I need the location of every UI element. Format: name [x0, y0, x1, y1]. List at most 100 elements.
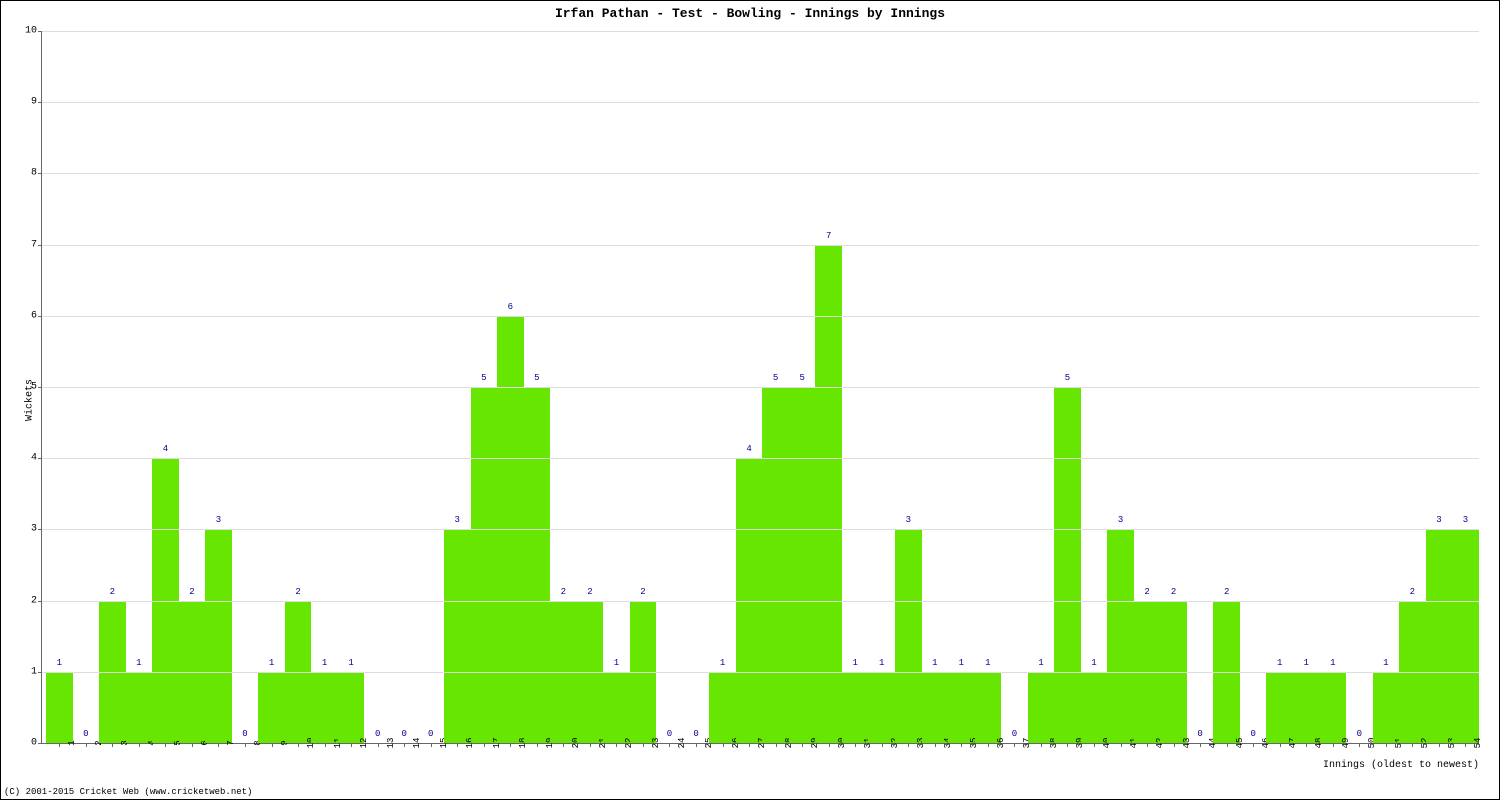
bar-value-label: 5 [524, 373, 551, 383]
bar-value-label: 2 [1160, 587, 1187, 597]
bar-value-label: 7 [815, 231, 842, 241]
bar: 3 [1426, 529, 1453, 743]
bar-value-label: 1 [975, 658, 1002, 668]
bar: 1 [975, 672, 1002, 743]
bar-value-label: 3 [1426, 515, 1453, 525]
xtick-label: 54 [1465, 738, 1483, 749]
bar: 1 [1373, 672, 1400, 743]
bar: 1 [1081, 672, 1108, 743]
bar-value-label: 5 [762, 373, 789, 383]
ytick-mark [38, 387, 42, 388]
ytick-mark [38, 743, 42, 744]
gridline [42, 672, 1479, 673]
bar-value-label: 1 [46, 658, 73, 668]
bar-value-label: 2 [1399, 587, 1426, 597]
bar: 5 [789, 387, 816, 743]
bar: 1 [842, 672, 869, 743]
bar-value-label: 5 [471, 373, 498, 383]
bar-value-label: 1 [338, 658, 365, 668]
bar: 5 [762, 387, 789, 743]
bar-value-label: 1 [948, 658, 975, 668]
plot-area: 1102231445263708192101111120130140153165… [41, 31, 1479, 744]
bar: 1 [1320, 672, 1347, 743]
bar: 1 [1266, 672, 1293, 743]
bar: 1 [46, 672, 73, 743]
bar-value-label: 3 [205, 515, 232, 525]
bar-value-label: 1 [868, 658, 895, 668]
bar-value-label: 1 [1266, 658, 1293, 668]
bar: 7 [815, 245, 842, 743]
bar-value-label: 0 [232, 729, 259, 739]
bar-value-label: 2 [1134, 587, 1161, 597]
bar: 3 [895, 529, 922, 743]
ytick-mark [38, 672, 42, 673]
bar-value-label: 2 [179, 587, 206, 597]
bar-value-label: 1 [1320, 658, 1347, 668]
bar-value-label: 5 [1054, 373, 1081, 383]
bar-value-label: 3 [1452, 515, 1479, 525]
x-axis-label: Innings (oldest to newest) [1323, 760, 1479, 771]
chart-title: Irfan Pathan - Test - Bowling - Innings … [1, 6, 1499, 21]
bar: 1 [311, 672, 338, 743]
bar: 1 [258, 672, 285, 743]
bar: 3 [1107, 529, 1134, 743]
bar-value-label: 2 [1213, 587, 1240, 597]
bar-value-label: 3 [444, 515, 471, 525]
gridline [42, 173, 1479, 174]
bar: 1 [709, 672, 736, 743]
gridline [42, 102, 1479, 103]
ytick-mark [38, 601, 42, 602]
bar: 1 [338, 672, 365, 743]
bar-value-label: 1 [1081, 658, 1108, 668]
gridline [42, 245, 1479, 246]
ytick-mark [38, 102, 42, 103]
bar-value-label: 1 [1293, 658, 1320, 668]
bar-value-label: 1 [603, 658, 630, 668]
bar: 1 [1028, 672, 1055, 743]
bar-value-label: 1 [126, 658, 153, 668]
ytick-mark [38, 31, 42, 32]
ytick-mark [38, 316, 42, 317]
bar-value-label: 5 [789, 373, 816, 383]
bar-value-label: 6 [497, 302, 524, 312]
bar: 1 [922, 672, 949, 743]
bar-value-label: 1 [1373, 658, 1400, 668]
bar: 3 [205, 529, 232, 743]
bar: 3 [1452, 529, 1479, 743]
chart-container: Irfan Pathan - Test - Bowling - Innings … [0, 0, 1500, 800]
bar-value-label: 1 [311, 658, 338, 668]
bar-value-label: 3 [895, 515, 922, 525]
bar-value-label: 4 [152, 444, 179, 454]
bar-value-label: 2 [99, 587, 126, 597]
bar-value-label: 3 [1107, 515, 1134, 525]
ytick-mark [38, 173, 42, 174]
bar: 1 [1293, 672, 1320, 743]
bar-value-label: 2 [285, 587, 312, 597]
gridline [42, 316, 1479, 317]
ytick-mark [38, 529, 42, 530]
bar-value-label: 4 [736, 444, 763, 454]
gridline [42, 458, 1479, 459]
bar-value-label: 1 [709, 658, 736, 668]
bar-value-label: 1 [258, 658, 285, 668]
bar-value-label: 1 [1028, 658, 1055, 668]
bar-value-label: 1 [922, 658, 949, 668]
bar: 1 [126, 672, 153, 743]
bar-value-label: 2 [630, 587, 657, 597]
gridline [42, 31, 1479, 32]
bar-value-label: 1 [842, 658, 869, 668]
bar: 1 [868, 672, 895, 743]
bar-value-label: 2 [550, 587, 577, 597]
gridline [42, 529, 1479, 530]
bar: 3 [444, 529, 471, 743]
copyright: (C) 2001-2015 Cricket Web (www.cricketwe… [4, 787, 252, 797]
gridline [42, 387, 1479, 388]
bar: 1 [603, 672, 630, 743]
gridline [42, 601, 1479, 602]
bar: 1 [948, 672, 975, 743]
bar-value-label: 0 [73, 729, 100, 739]
bar-value-label: 2 [577, 587, 604, 597]
bar: 5 [1054, 387, 1081, 743]
bar: 5 [471, 387, 498, 743]
ytick-mark [38, 458, 42, 459]
